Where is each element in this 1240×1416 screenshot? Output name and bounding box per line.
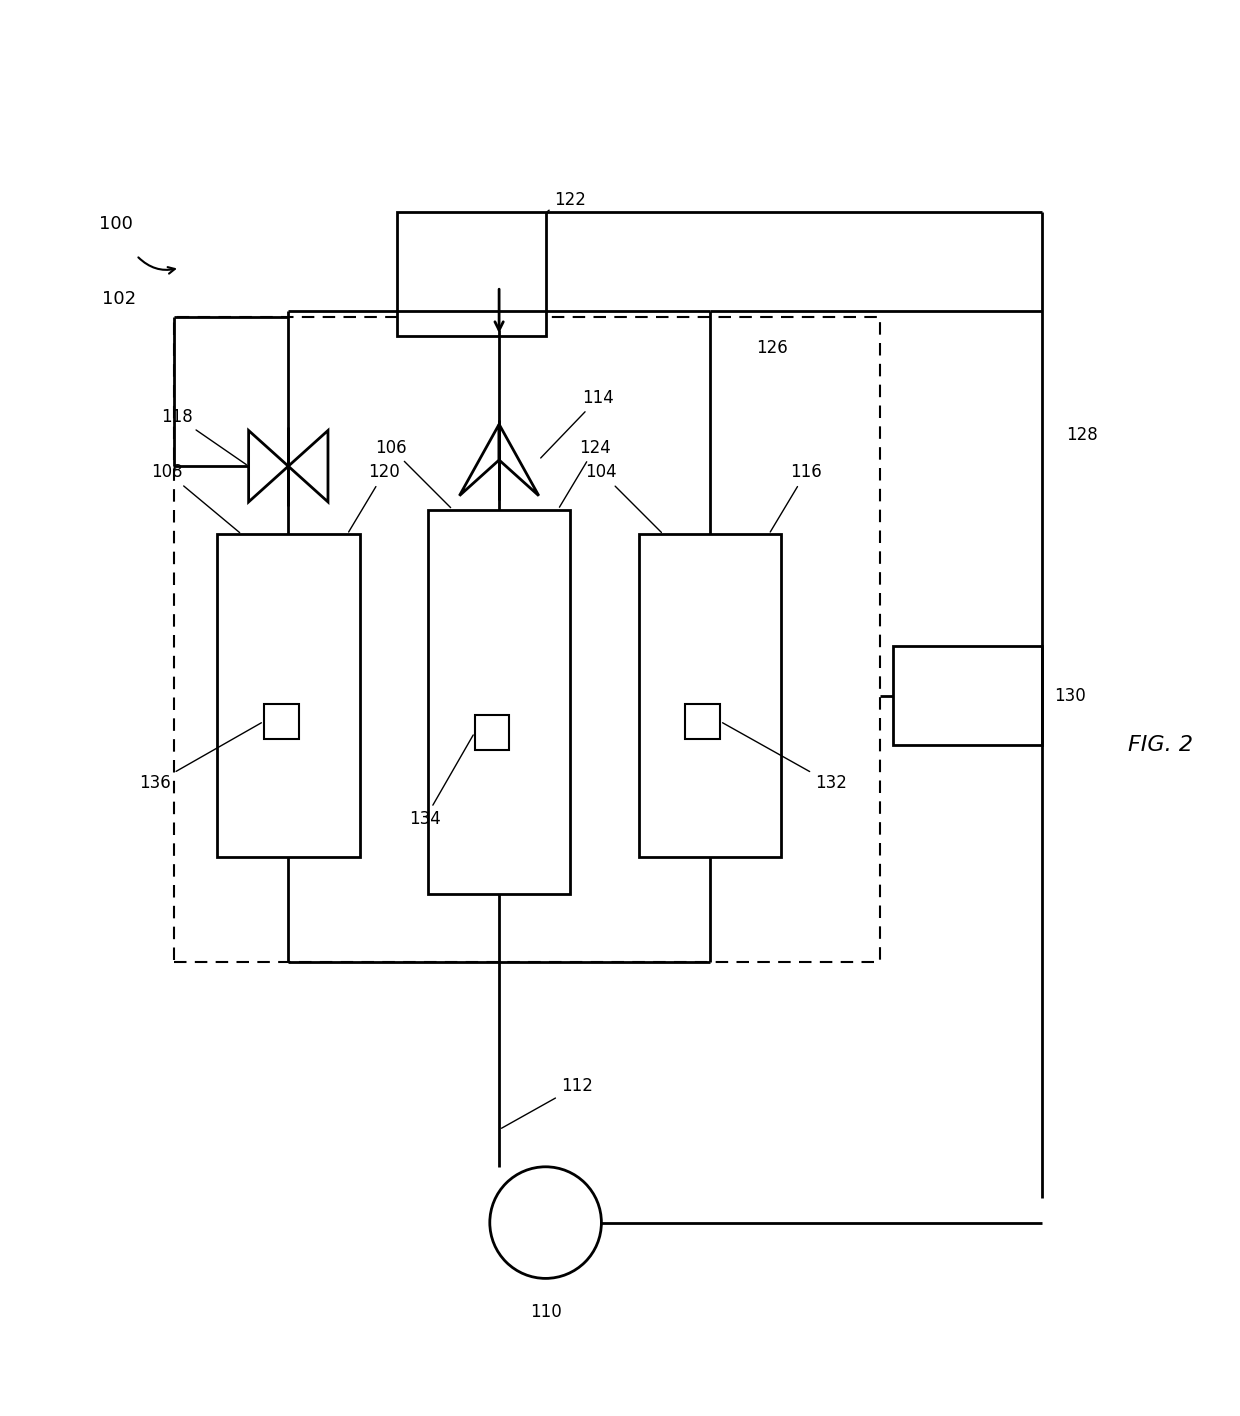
Bar: [397, 212, 546, 336]
Text: 132: 132: [723, 722, 847, 793]
Text: 126: 126: [756, 340, 789, 357]
Text: 104: 104: [585, 463, 661, 532]
Text: 102: 102: [102, 290, 136, 307]
Text: FIG. 2: FIG. 2: [1128, 735, 1193, 755]
Text: 100: 100: [99, 215, 133, 234]
Bar: [893, 646, 1042, 745]
Text: 136: 136: [139, 722, 262, 793]
Bar: [174, 317, 880, 963]
Text: 128: 128: [1066, 426, 1099, 445]
Bar: [264, 704, 299, 739]
Text: 110: 110: [529, 1303, 562, 1321]
Text: 120: 120: [348, 463, 401, 532]
Text: 116: 116: [770, 463, 822, 532]
Text: 124: 124: [559, 439, 611, 507]
Text: 114: 114: [541, 389, 614, 457]
Text: 112: 112: [501, 1078, 593, 1129]
Text: 122: 122: [548, 191, 587, 211]
Text: 134: 134: [409, 735, 474, 828]
Bar: [686, 704, 720, 739]
Bar: [639, 534, 781, 857]
Text: 108: 108: [151, 463, 239, 532]
Text: 118: 118: [161, 408, 247, 464]
Bar: [475, 715, 510, 750]
Bar: [217, 534, 360, 857]
Text: 130: 130: [1054, 687, 1086, 705]
Bar: [428, 510, 570, 893]
Text: 106: 106: [374, 439, 450, 507]
